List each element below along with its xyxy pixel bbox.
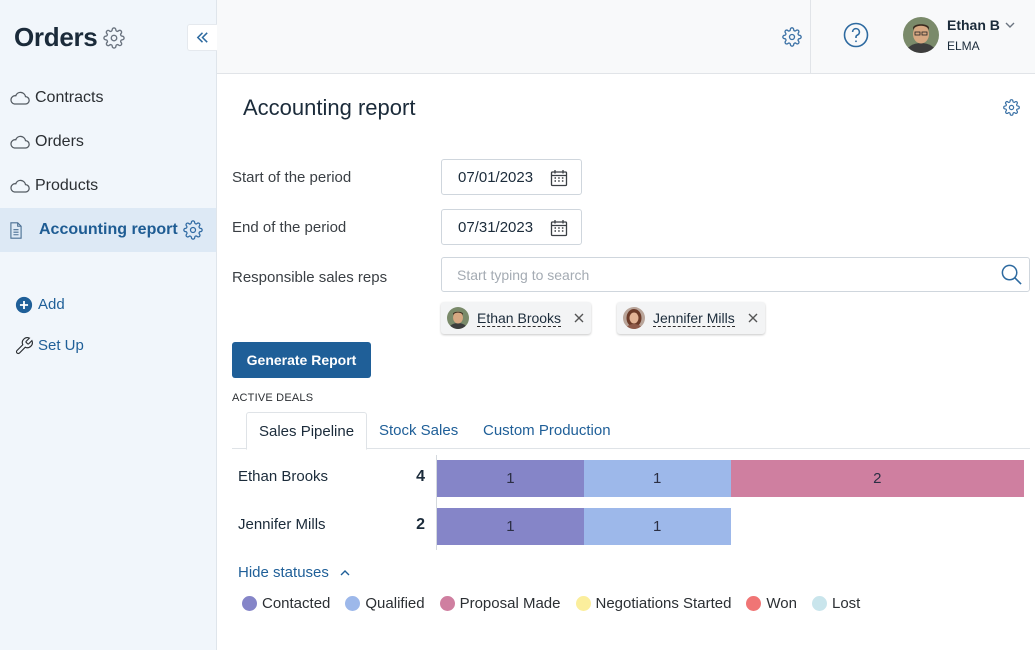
- legend-swatch: [345, 596, 361, 611]
- sales-reps-search: [441, 257, 1030, 292]
- add-button[interactable]: Add: [14, 284, 84, 325]
- item-settings-gear-icon[interactable]: [183, 220, 203, 240]
- legend-item: Contacted: [242, 595, 330, 612]
- end-date-value: 07/31/2023: [458, 218, 534, 236]
- legend-swatch: [242, 596, 257, 611]
- chart-axis: [436, 455, 437, 550]
- sales-reps-search-input[interactable]: [442, 258, 982, 291]
- search-icon[interactable]: [1000, 263, 1023, 286]
- wrench-icon: [14, 336, 34, 356]
- chart-row-label: Ethan Brooks: [238, 468, 329, 485]
- calendar-icon[interactable]: [550, 219, 568, 237]
- end-period-label: End of the period: [232, 219, 347, 236]
- avatar: [623, 307, 645, 329]
- chip-name[interactable]: Ethan Brooks: [477, 309, 562, 327]
- section-label: ACTIVE DEALS: [232, 392, 314, 404]
- chart-row-total: 2: [416, 516, 425, 533]
- chart-bar-segment[interactable]: 1: [583, 508, 731, 545]
- sidebar-item-label: Contracts: [35, 89, 104, 106]
- setup-button[interactable]: Set Up: [14, 325, 84, 366]
- sidebar-nav: Contracts Orders Products Accounting rep…: [0, 76, 216, 252]
- user-avatar[interactable]: [903, 17, 939, 53]
- sales-reps-label: Responsible sales reps: [232, 269, 388, 286]
- user-menu[interactable]: Ethan B ELMA: [947, 17, 1016, 53]
- setup-label: Set Up: [38, 337, 84, 354]
- legend-label: Proposal Made: [459, 595, 561, 612]
- plus-circle-icon: [14, 295, 34, 315]
- sales-rep-chip: Jennifer Mills: [617, 302, 765, 334]
- chevron-down-icon: [1004, 19, 1016, 31]
- user-organization: ELMA: [947, 39, 980, 53]
- hide-statuses-label: Hide statuses: [238, 564, 329, 581]
- start-date-value: 07/01/2023: [458, 168, 534, 186]
- topbar-divider: [810, 0, 811, 74]
- report-tabs: Sales Pipeline Stock Sales Custom Produc…: [232, 412, 1030, 450]
- settings-gear-icon[interactable]: [782, 27, 802, 47]
- chart-bar-segment[interactable]: 1: [437, 508, 584, 545]
- chart-bar-segment[interactable]: 1: [437, 460, 584, 497]
- sidebar-item-orders[interactable]: Orders: [0, 120, 216, 164]
- tab-sales-pipeline[interactable]: Sales Pipeline: [246, 412, 368, 450]
- remove-close-icon[interactable]: [747, 312, 759, 324]
- top-bar: Ethan B ELMA: [217, 0, 1035, 74]
- legend-item: Won: [746, 595, 797, 612]
- document-icon: [9, 221, 31, 239]
- add-label: Add: [38, 296, 65, 313]
- sidebar-actions: Add Set Up: [14, 284, 84, 366]
- page-settings-gear-icon[interactable]: [1003, 99, 1020, 116]
- sidebar-item-label: Accounting report: [39, 221, 178, 238]
- app-settings-gear-icon[interactable]: [103, 26, 126, 49]
- double-chevron-left-icon: [196, 32, 208, 43]
- cloud-icon: [9, 89, 31, 107]
- cloud-icon: [9, 133, 31, 151]
- tab-custom-production[interactable]: Custom Production: [483, 422, 611, 439]
- legend-swatch: [812, 596, 827, 611]
- legend-item: Negotiations Started: [575, 595, 732, 612]
- sidebar-item-label: Products: [35, 177, 99, 194]
- start-period-label: Start of the period: [232, 169, 352, 186]
- legend-label: Contacted: [262, 595, 331, 612]
- user-name: Ethan B: [947, 17, 1000, 33]
- calendar-icon[interactable]: [550, 169, 568, 187]
- collapse-sidebar-button[interactable]: [187, 24, 217, 51]
- sidebar-item-accounting-report[interactable]: Accounting report: [0, 208, 216, 252]
- legend-label: Qualified: [365, 595, 425, 612]
- chart-legend: Contacted Qualified Proposal Made Negotiati…: [242, 595, 875, 612]
- legend-label: Won: [766, 595, 797, 612]
- tab-stock-sales[interactable]: Stock Sales: [379, 422, 459, 439]
- chart-row-total: 4: [416, 468, 425, 485]
- hide-statuses-toggle[interactable]: Hide statuses: [238, 564, 351, 581]
- sidebar-item-label: Orders: [35, 133, 84, 150]
- legend-item: Qualified: [345, 595, 425, 612]
- chip-name[interactable]: Jennifer Mills: [653, 309, 735, 327]
- sales-rep-chip: Ethan Brooks: [441, 302, 591, 334]
- legend-label: Negotiations Started: [595, 595, 732, 612]
- end-date-field[interactable]: 07/31/2023: [441, 209, 582, 245]
- sidebar-item-products[interactable]: Products: [0, 164, 216, 208]
- legend-item: Proposal Made: [439, 595, 561, 612]
- app-title: Orders: [14, 22, 98, 52]
- sidebar-header: Orders: [14, 22, 126, 53]
- avatar: [447, 307, 469, 329]
- legend-item: Lost: [812, 595, 860, 612]
- remove-close-icon[interactable]: [573, 312, 585, 324]
- chart-bar-segment[interactable]: 1: [583, 460, 731, 497]
- legend-swatch: [746, 596, 762, 611]
- page-title: Accounting report: [243, 95, 416, 120]
- cloud-icon: [9, 177, 31, 195]
- chart-bar-segment[interactable]: 2: [730, 460, 1024, 497]
- generate-report-button[interactable]: Generate Report: [232, 342, 371, 378]
- legend-swatch: [575, 596, 591, 611]
- start-date-field[interactable]: 07/01/2023: [441, 159, 582, 195]
- legend-swatch: [439, 596, 455, 611]
- sidebar: Orders Contracts Orders Products Account…: [0, 0, 217, 650]
- chart-row-label: Jennifer Mills: [238, 516, 326, 533]
- chevron-up-icon: [339, 567, 351, 579]
- legend-label: Lost: [832, 595, 861, 612]
- sidebar-item-contracts[interactable]: Contracts: [0, 76, 216, 120]
- help-icon[interactable]: [843, 22, 869, 48]
